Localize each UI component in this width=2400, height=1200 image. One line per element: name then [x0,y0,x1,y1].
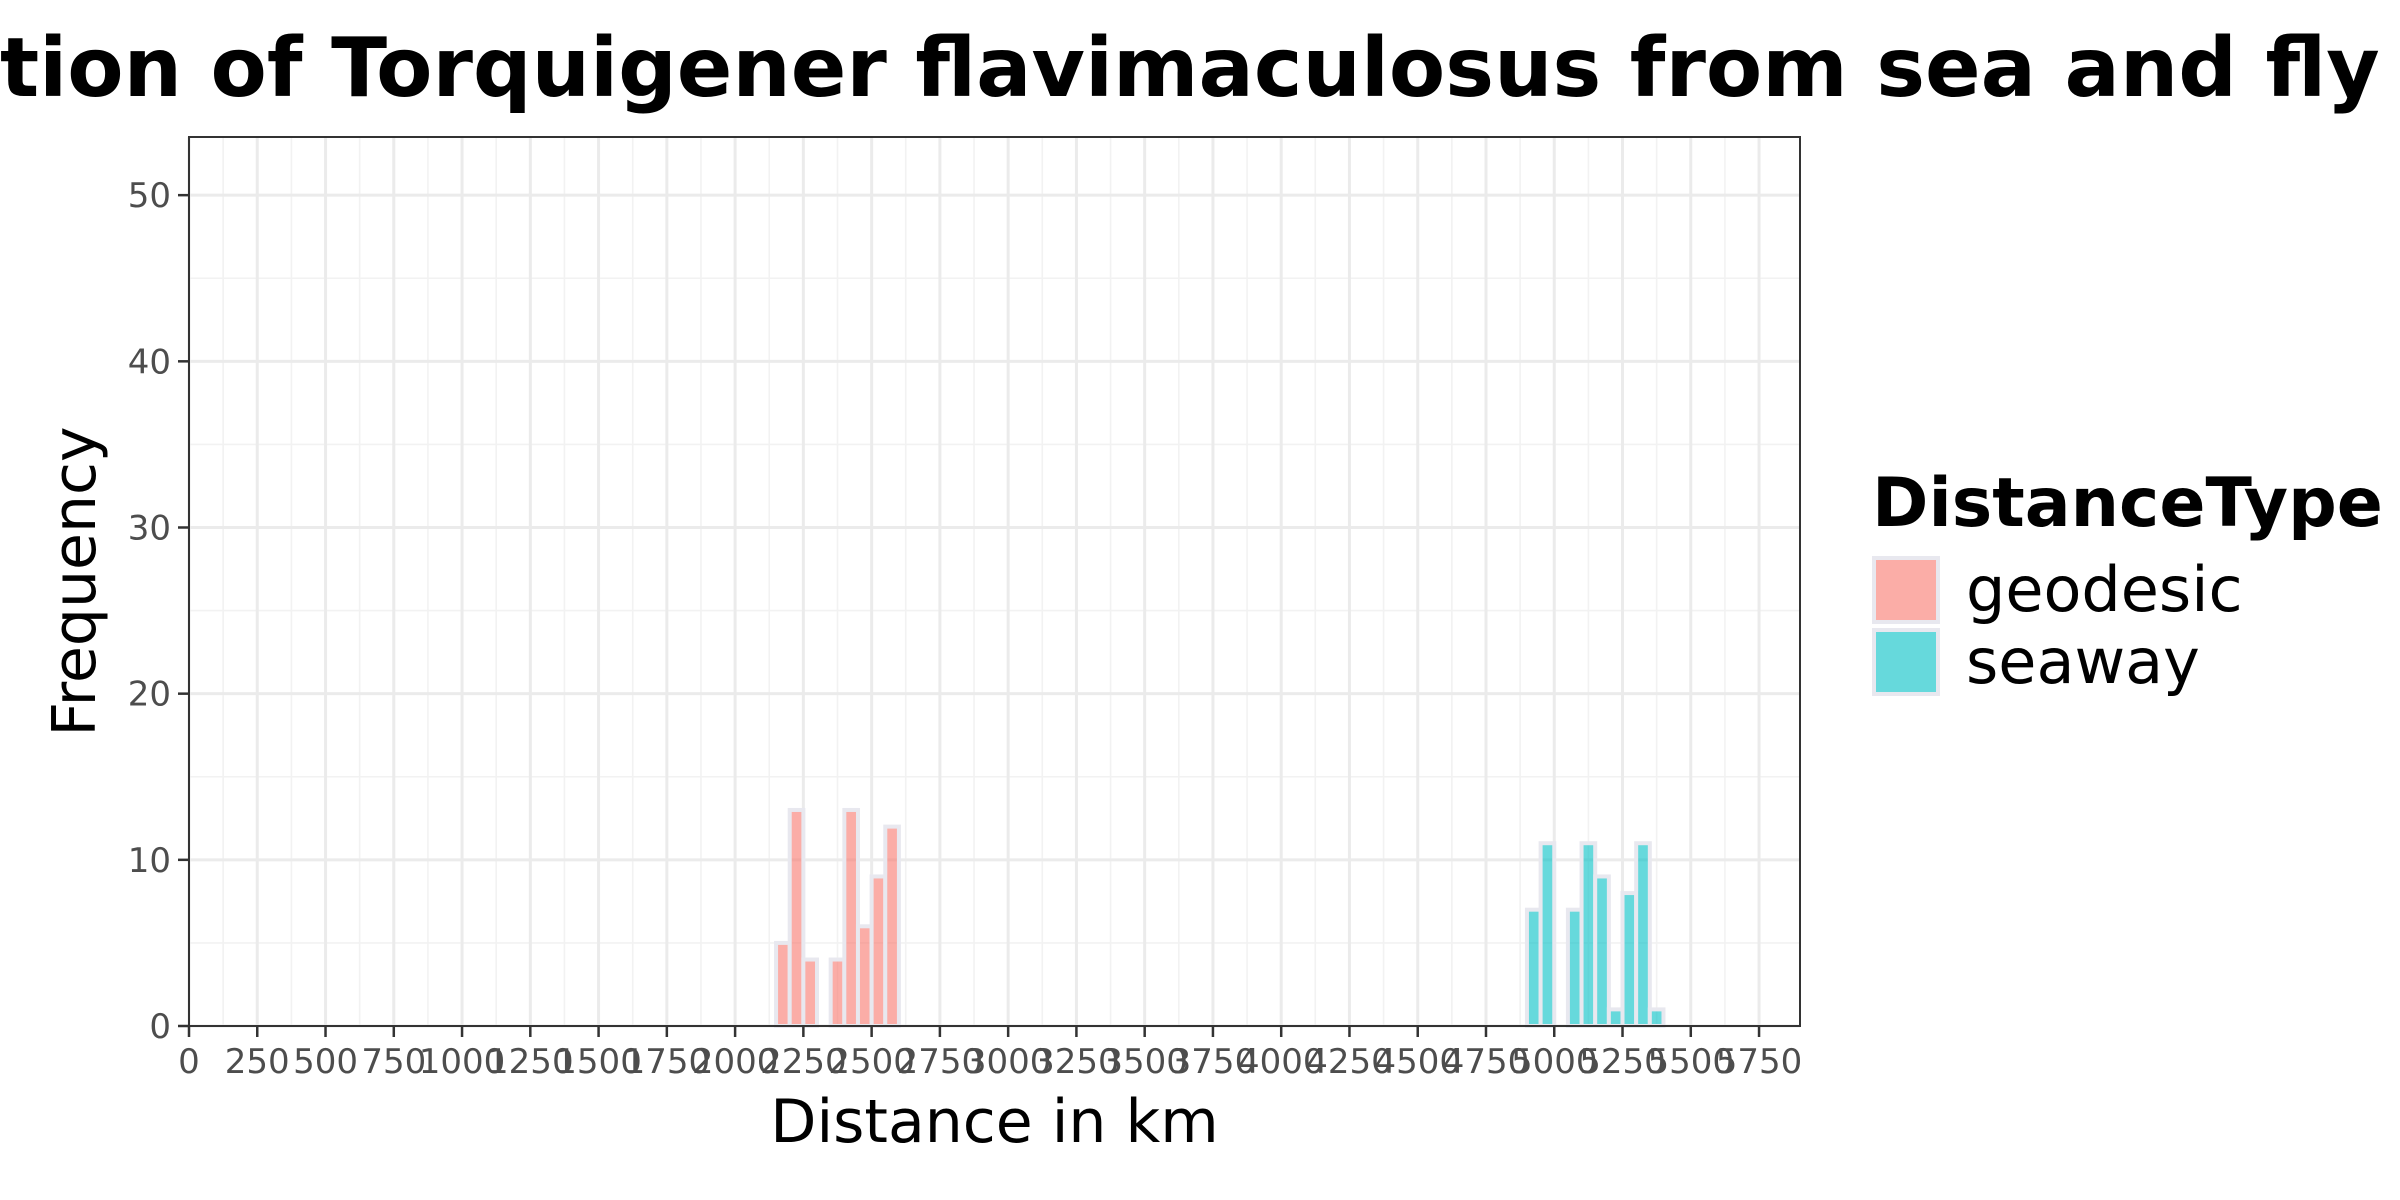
bar-geodesic [787,807,806,1029]
bar-seaway [1620,891,1639,1029]
axes-layer: 0 250 500 750100012501500175020002250250027… [40,136,1803,1157]
bar-geodesic [801,957,820,1029]
bar-seaway [1579,841,1598,1029]
bar-seaway [1524,907,1543,1029]
x-tick-label: 3000 [965,1042,1052,1082]
bar-seaway [1634,841,1652,1029]
x-tick-label: 4000 [1238,1042,1325,1082]
x-tick-label: 5750 [1716,1042,1803,1082]
chart-title: Distribution of Torquigener flavimaculos… [0,21,2400,116]
x-tick-label: 5000 [1511,1042,1598,1082]
y-tick-label: 10 [128,841,171,881]
legend-label-geodesic: geodesic [1966,553,2243,626]
x-tick-label: 3250 [1033,1042,1120,1082]
x-tick-label: 5250 [1579,1042,1666,1082]
bar-geodesic [883,824,901,1029]
x-tick-label: 2500 [828,1042,915,1082]
bars-layer [774,807,1666,1029]
legend-label-seaway: seaway [1966,625,2200,698]
title-layer: Distribution of Torquigener flavimaculos… [0,21,2400,116]
x-tick-label: 1250 [487,1042,574,1082]
x-tick-label: 5500 [1648,1042,1735,1082]
grid-layer [187,137,1800,1028]
legend-title: DistanceType [1872,464,2383,543]
x-tick-label: 2250 [760,1042,847,1082]
bar-geodesic [828,957,847,1029]
panel-border [188,136,1801,1027]
bar-seaway [1606,1007,1625,1029]
x-tick-label: 4750 [1443,1042,1530,1082]
x-tick-label: 0 [178,1042,200,1082]
x-tick-label: 3500 [1101,1042,1188,1082]
x-tick-label: 1750 [624,1042,711,1082]
x-tick-label: 3750 [1170,1042,1257,1082]
y-tick-label: 50 [128,176,171,216]
x-tick-label: 4500 [1374,1042,1461,1082]
bar-geodesic [774,940,792,1029]
y-tick-label: 20 [128,675,171,715]
x-tick-label: 1500 [555,1042,642,1082]
y-tick-label: 30 [128,508,171,548]
y-tick-label: 0 [149,1007,171,1047]
x-axis-title: Distance in km [770,1087,1218,1157]
legend-key-geodesic [1872,556,1940,624]
bar-seaway [1647,1007,1666,1029]
x-tick-label: 250 [225,1042,290,1082]
bar-geodesic [869,874,888,1029]
x-tick-label: 500 [293,1042,358,1082]
x-tick-label: 750 [361,1042,426,1082]
x-tick-label: 2000 [692,1042,779,1082]
bar-seaway [1565,907,1584,1029]
y-axis-title: Frequency [40,427,110,737]
bar-seaway [1593,874,1611,1029]
bar-geodesic [855,924,874,1029]
x-tick-label: 2750 [897,1042,984,1082]
plot-panel [189,137,1800,1026]
bar-geodesic [842,807,860,1029]
bar-seaway [1538,841,1557,1029]
legend-key-seaway [1872,628,1940,696]
y-tick-label: 40 [128,342,171,382]
x-tick-label: 1000 [419,1042,506,1082]
x-tick-label: 4250 [1306,1042,1393,1082]
